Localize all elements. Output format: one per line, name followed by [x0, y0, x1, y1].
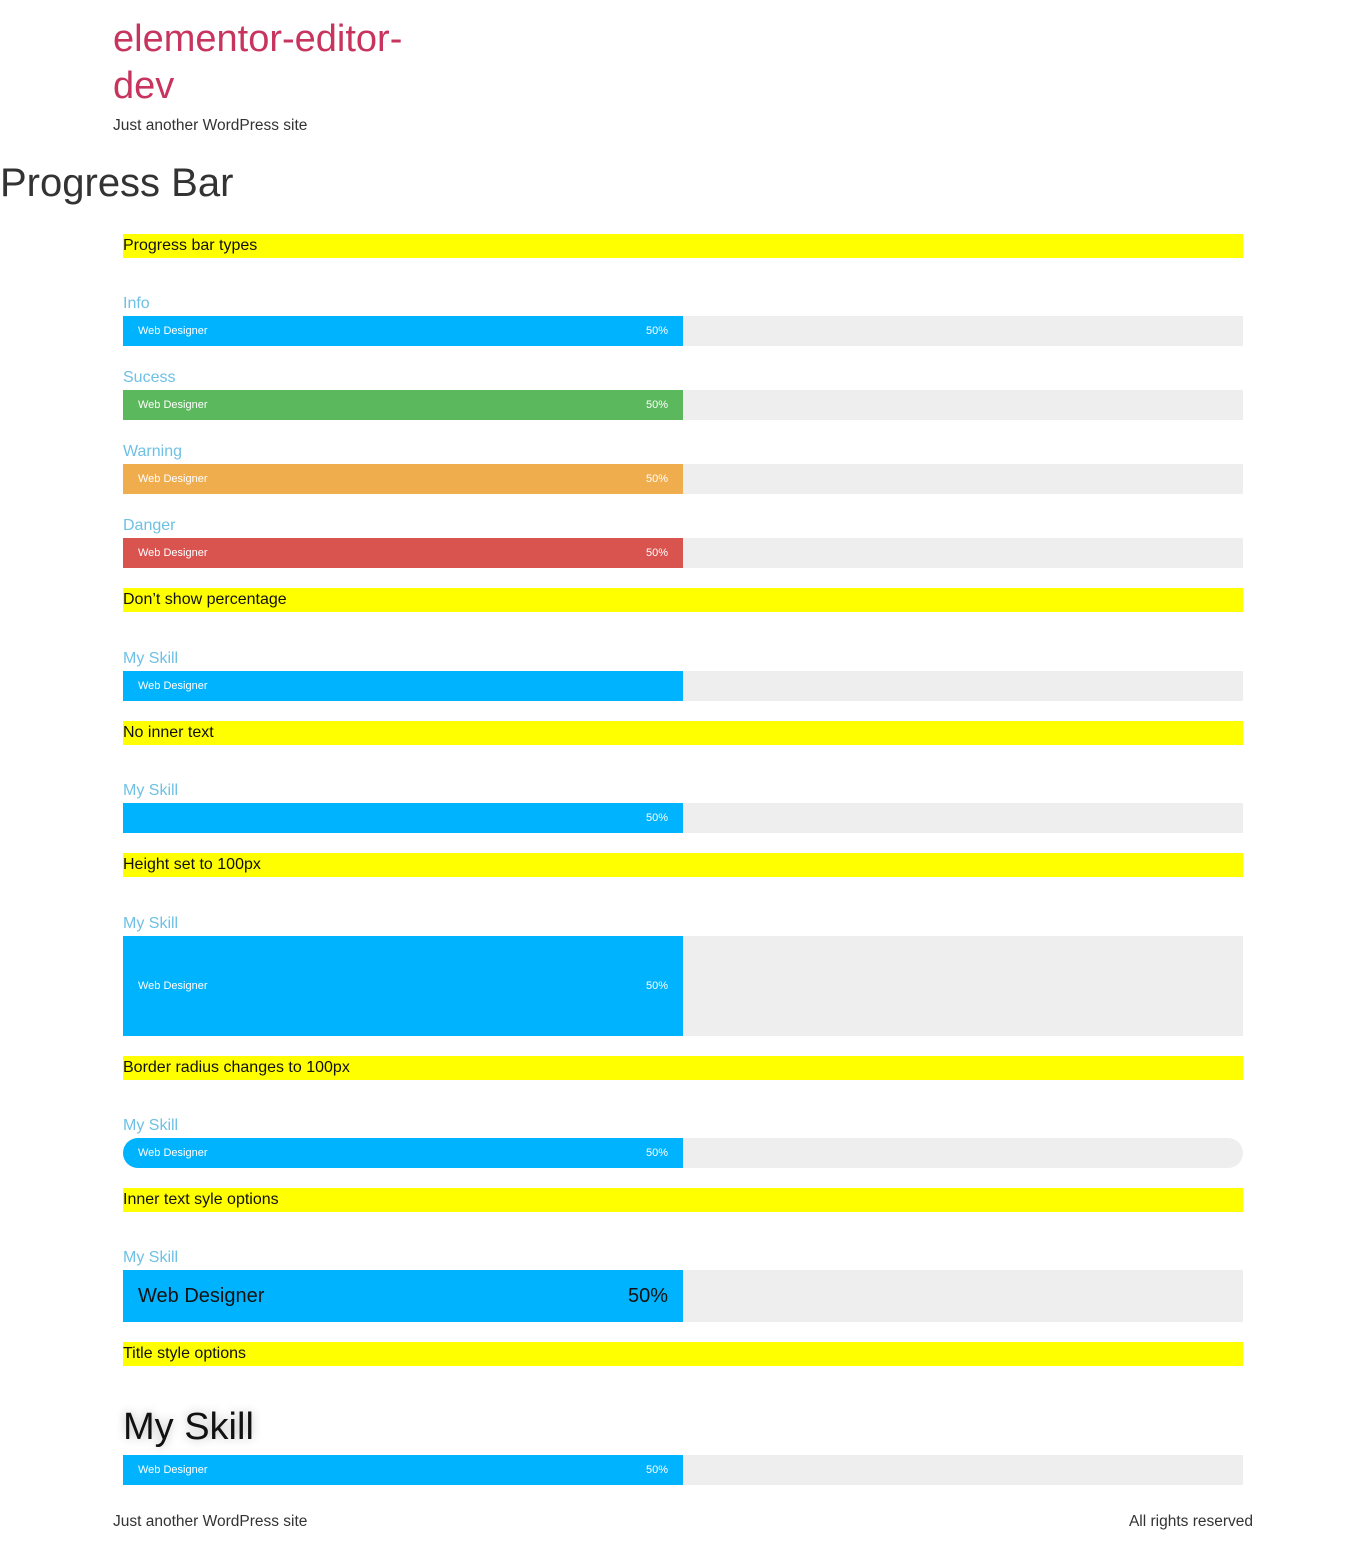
- progress-title-info: Info: [123, 295, 150, 312]
- progress-fill: Web Designer 50%: [123, 390, 683, 420]
- progress-bar-tall: Web Designer 50%: [123, 936, 1243, 1036]
- progress-percentage: 50%: [645, 1147, 668, 1159]
- progress-bar-success: Web Designer 50%: [123, 390, 1243, 420]
- progress-bar-no-inner-text: 50%: [123, 803, 1243, 833]
- progress-bar-styled-text: Web Designer 50%: [123, 1270, 1243, 1322]
- page-title: Progress Bar: [0, 161, 234, 205]
- progress-percentage: 50%: [627, 1284, 668, 1307]
- section-heading-title-style: Title style options: [123, 1342, 1243, 1366]
- progress-percentage: 50%: [645, 473, 668, 485]
- progress-title: My Skill: [123, 650, 179, 667]
- site-title-link[interactable]: elementor-editor-dev: [113, 18, 403, 107]
- progress-inner-text: Web Designer: [138, 547, 208, 559]
- progress-fill: Web Designer 50%: [123, 1138, 683, 1168]
- section-heading-radius: Border radius changes to 100px: [123, 1056, 1243, 1080]
- footer-tagline: Just another WordPress site: [113, 1513, 308, 1530]
- progress-inner-text: Web Designer: [138, 399, 208, 411]
- progress-percentage: 50%: [645, 1464, 668, 1476]
- progress-percentage: 50%: [645, 399, 668, 411]
- progress-inner-text: Web Designer: [138, 1464, 208, 1476]
- progress-inner-text: Web Designer: [138, 1147, 208, 1159]
- progress-fill: 50%: [123, 803, 683, 833]
- progress-bar-danger: Web Designer 50%: [123, 538, 1243, 568]
- progress-bar-info: Web Designer 50%: [123, 316, 1243, 346]
- progress-fill: Web Designer 50%: [123, 464, 683, 494]
- progress-bar-rounded: Web Designer 50%: [123, 1138, 1243, 1168]
- progress-fill: Web Designer 50%: [123, 1270, 683, 1322]
- progress-percentage: 50%: [645, 547, 668, 559]
- progress-fill: Web Designer: [123, 671, 683, 701]
- progress-percentage: 50%: [645, 980, 668, 992]
- section-heading-inner-text-style: Inner text syle options: [123, 1188, 1243, 1212]
- progress-inner-text: Web Designer: [138, 980, 208, 992]
- progress-title-success: Sucess: [123, 369, 176, 386]
- section-heading-no-percentage: Don’t show percentage: [123, 588, 1243, 612]
- progress-title: My Skill: [123, 782, 179, 799]
- progress-fill: Web Designer 50%: [123, 936, 683, 1036]
- progress-title-warning: Warning: [123, 443, 182, 460]
- progress-inner-text: Web Designer: [138, 680, 208, 692]
- progress-title: My Skill: [123, 1249, 179, 1266]
- progress-inner-text: Web Designer: [138, 325, 208, 337]
- progress-title-danger: Danger: [123, 517, 176, 534]
- progress-title: My Skill: [123, 915, 179, 932]
- progress-percentage: 50%: [645, 812, 668, 824]
- site-branding: elementor-editor-dev Just another WordPr…: [113, 16, 453, 136]
- section-heading-no-inner-text: No inner text: [123, 721, 1243, 745]
- progress-fill: Web Designer 50%: [123, 538, 683, 568]
- section-heading-types: Progress bar types: [123, 234, 1243, 258]
- progress-inner-text: Web Designer: [138, 1284, 265, 1307]
- section-heading-height: Height set to 100px: [123, 853, 1243, 877]
- site-tagline: Just another WordPress site: [113, 117, 308, 134]
- progress-title: My Skill: [123, 1117, 179, 1134]
- progress-fill: Web Designer 50%: [123, 1455, 683, 1485]
- progress-bar-styled-title: Web Designer 50%: [123, 1455, 1243, 1485]
- footer-copyright: All rights reserved: [1128, 1513, 1253, 1530]
- progress-bar-warning: Web Designer 50%: [123, 464, 1243, 494]
- progress-title-styled: My Skill: [123, 1406, 254, 1448]
- progress-inner-text: Web Designer: [138, 473, 208, 485]
- progress-bar-no-percentage: Web Designer: [123, 671, 1243, 701]
- progress-fill: Web Designer 50%: [123, 316, 683, 346]
- progress-percentage: 50%: [645, 325, 668, 337]
